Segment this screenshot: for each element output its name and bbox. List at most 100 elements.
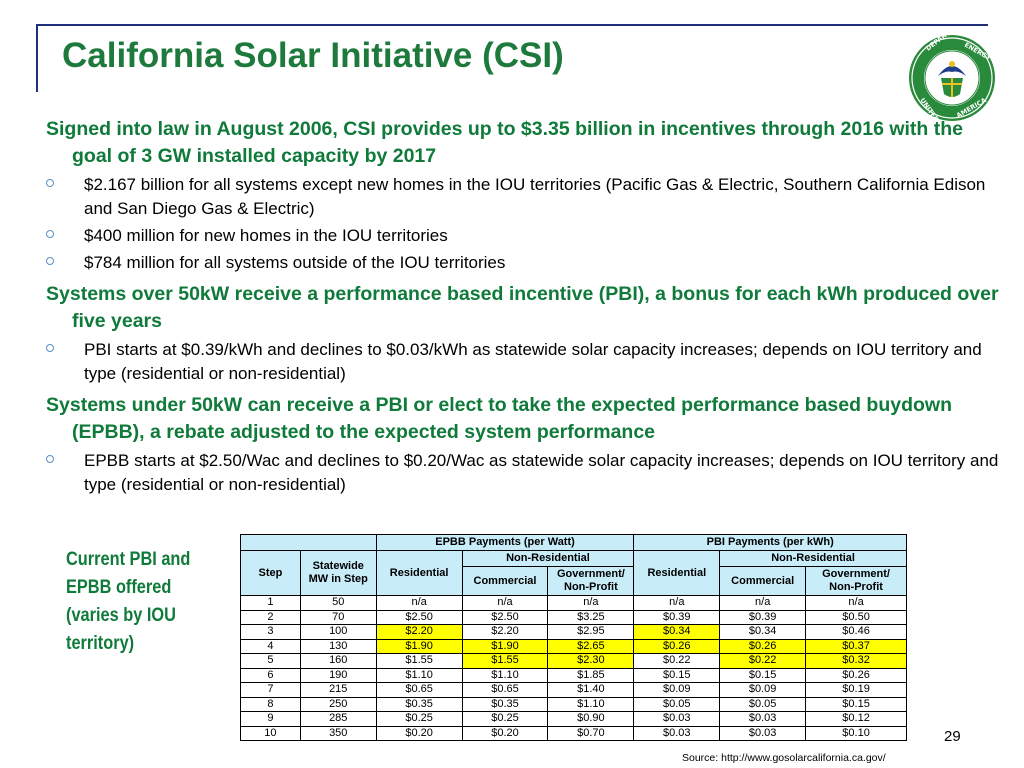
top-rule [36, 24, 988, 26]
side-note-line: (varies by IOU [66, 605, 176, 626]
table-cell: $2.20 [375, 624, 463, 640]
table-cell: $0.35 [461, 696, 549, 712]
pbi-residential-header: Residential [633, 550, 721, 596]
table-cell: $0.20 [461, 725, 549, 741]
table-cell: $0.37 [805, 638, 907, 654]
bullet-l2: PBI starts at $0.39/kWh and declines to … [46, 338, 1006, 386]
table-cell: $0.25 [461, 711, 549, 727]
table-cell: $0.35 [375, 696, 463, 712]
table-cell: $0.15 [719, 667, 807, 683]
table-cell: 10 [240, 725, 301, 741]
table-row: 10 350 $0.20 $0.20 $0.70 $0.03 $0.03 $0.10 [240, 725, 907, 741]
bullet-l2: $2.167 billion for all systems except ne… [46, 173, 1006, 221]
table-cell: 350 [299, 725, 377, 741]
bullet-content: Signed into law in August 2006, CSI prov… [46, 116, 1006, 497]
page-number: 29 [944, 728, 961, 745]
bullet-l2-text: EPBB starts at $2.50/Wac and declines to… [84, 451, 999, 494]
table-cell: 2 [240, 609, 301, 625]
bullet-l2-text: $400 million for new homes in the IOU te… [84, 226, 448, 245]
epbb-nonres-header: Non-Residential [461, 550, 635, 567]
side-note-line: Current PBI and [66, 549, 191, 570]
table-cell: n/a [547, 595, 635, 611]
table-cell: $0.15 [805, 696, 907, 712]
table-cell: $1.90 [461, 638, 549, 654]
table-cell: n/a [805, 595, 907, 611]
table-row: 7 215 $0.65 $0.65 $1.40 $0.09 $0.09 $0.19 [240, 682, 907, 698]
table-cell: $2.20 [461, 624, 549, 640]
circle-bullet-icon [46, 455, 54, 463]
table-cell: 285 [299, 711, 377, 727]
table-cell: $0.26 [633, 638, 721, 654]
table-cell: $2.50 [461, 609, 549, 625]
table-cell: $0.10 [805, 725, 907, 741]
epbb-commercial-header: Commercial [461, 566, 549, 596]
table-cell: n/a [461, 595, 549, 611]
circle-bullet-icon [46, 230, 54, 238]
bullet-l2: $400 million for new homes in the IOU te… [46, 224, 1006, 248]
table-cell: $2.65 [547, 638, 635, 654]
pbi-commercial-header: Commercial [719, 566, 807, 596]
table-cell: $1.55 [461, 653, 549, 669]
epbb-residential-header: Residential [375, 550, 463, 596]
table-cell: $1.10 [547, 696, 635, 712]
table-cell: $0.26 [719, 638, 807, 654]
table-cell: $0.03 [719, 725, 807, 741]
table-cell: $0.46 [805, 624, 907, 640]
table-cell: 130 [299, 638, 377, 654]
bullet-l1: Systems over 50kW receive a performance … [46, 283, 999, 332]
source-note: Source: http://www.gosolarcalifornia.ca.… [682, 752, 886, 764]
table-cell: 7 [240, 682, 301, 698]
pbi-group-header: PBI Payments (per kWh) [633, 534, 907, 551]
side-note-line: EPBB offered [66, 577, 172, 598]
table-row: 9 285 $0.25 $0.25 $0.90 $0.03 $0.03 $0.12 [240, 711, 907, 727]
bullet-l1: Systems under 50kW can receive a PBI or … [46, 394, 952, 443]
table-cell: n/a [633, 595, 721, 611]
bullet-l1: Signed into law in August 2006, CSI prov… [46, 118, 964, 167]
circle-bullet-icon [46, 179, 54, 187]
bullet-l2-text: PBI starts at $0.39/kWh and declines to … [84, 340, 982, 383]
pbi-nonres-header: Non-Residential [719, 550, 907, 567]
table-cell: n/a [719, 595, 807, 611]
table-row: 3 100 $2.20 $2.20 $2.95 $0.34 $0.34 $0.46 [240, 624, 907, 640]
table-cell: 5 [240, 653, 301, 669]
table-row: 6 190 $1.10 $1.10 $1.85 $0.15 $0.15 $0.26 [240, 667, 907, 683]
table-cell: 3 [240, 624, 301, 640]
table-cell: 9 [240, 711, 301, 727]
table-row: 8 250 $0.35 $0.35 $1.10 $0.05 $0.05 $0.15 [240, 696, 907, 712]
table-cell: $0.65 [461, 682, 549, 698]
table-cell: $0.05 [633, 696, 721, 712]
table-cell: 50 [299, 595, 377, 611]
side-note-line: territory) [66, 633, 135, 654]
epbb-gov-header: Government/ Non-Profit [547, 566, 635, 596]
table-cell: $0.03 [633, 711, 721, 727]
table-cell: $0.34 [633, 624, 721, 640]
table-cell: $2.50 [375, 609, 463, 625]
table-cell: $0.09 [719, 682, 807, 698]
table-cell: $1.55 [375, 653, 463, 669]
table-cell: $0.22 [719, 653, 807, 669]
statewide-header: Statewide MW in Step [299, 550, 377, 596]
table-body: 1 50 n/a n/a n/a n/a n/a n/a 2 70 $2.50 $2.50 $3.25 $… [240, 595, 907, 741]
table-cell: $1.85 [547, 667, 635, 683]
table-cell: $0.50 [805, 609, 907, 625]
table-cell: 250 [299, 696, 377, 712]
table-cell: $0.39 [633, 609, 721, 625]
table-cell: $0.32 [805, 653, 907, 669]
table-cell: 1 [240, 595, 301, 611]
table-cell: 160 [299, 653, 377, 669]
table-cell: $0.90 [547, 711, 635, 727]
table-row: 5 160 $1.55 $1.55 $2.30 $0.22 $0.22 $0.32 [240, 653, 907, 669]
table-cell: $1.10 [375, 667, 463, 683]
table-cell: $0.19 [805, 682, 907, 698]
table-cell: $0.34 [719, 624, 807, 640]
table-cell: $0.22 [633, 653, 721, 669]
blank-header-cell [240, 534, 377, 551]
table-cell: 190 [299, 667, 377, 683]
bullet-l2: $784 million for all systems outside of … [46, 251, 1006, 275]
doe-seal-icon: DEPARTMENT ENERGY UNITED AMERICA [909, 34, 995, 122]
table-cell: $0.39 [719, 609, 807, 625]
bullet-l2-text: $784 million for all systems outside of … [84, 253, 506, 272]
table-cell: n/a [375, 595, 463, 611]
table-cell: $0.70 [547, 725, 635, 741]
table-cell: $0.05 [719, 696, 807, 712]
